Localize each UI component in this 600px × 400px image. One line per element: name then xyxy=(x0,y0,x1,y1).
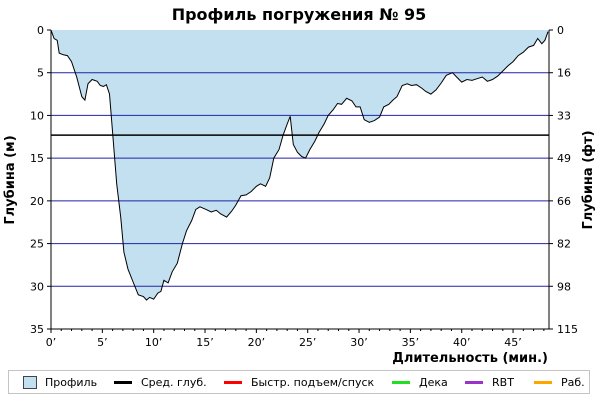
legend-item-work: Раб. xyxy=(534,371,585,393)
x-tick-label: 40’ xyxy=(453,336,471,349)
y-right-tick-label: 82 xyxy=(557,238,571,251)
y-left-tick-label: 5 xyxy=(37,67,44,80)
legend-swatch-avg-depth xyxy=(114,380,132,384)
x-tick-label: 15’ xyxy=(196,336,214,349)
profile-outline xyxy=(50,29,549,301)
legend-swatch-fast-ascent xyxy=(224,380,242,384)
y-right-tick-label: 115 xyxy=(557,323,578,336)
y-axis-label-right: Глубина (фт) xyxy=(581,130,596,229)
tick-labels: 0 5 10 15 20 25 30 35 0 16 33 49 66 82 98 115 0’ 5’ 10’ 15’… xyxy=(30,24,578,349)
y-right-tick-label: 98 xyxy=(557,280,571,293)
y-left-tick-label: 15 xyxy=(30,152,44,165)
legend-label-work: Раб. xyxy=(561,375,585,389)
x-tick-label: 10’ xyxy=(145,336,163,349)
x-axis-label: Длительность (мин.) xyxy=(392,351,548,366)
legend-item-fast-ascent: Быстр. подъем/спуск xyxy=(224,371,374,393)
y-left-tick-label: 10 xyxy=(30,109,44,122)
grid-lines xyxy=(51,72,549,287)
legend-label-deco: Дека xyxy=(419,375,448,389)
y-right-tick-label: 16 xyxy=(557,67,571,80)
y-right-tick-label: 0 xyxy=(557,24,564,37)
profile-area xyxy=(51,30,548,300)
legend: Профиль Сред. глуб. Быстр. подъем/спуск … xyxy=(8,370,590,394)
x-tick-label: 5’ xyxy=(97,336,108,349)
legend-item-avg-depth: Сред. глуб. xyxy=(114,371,207,393)
legend-item-deco: Дека xyxy=(392,371,448,393)
y-left-tick-label: 0 xyxy=(37,24,44,37)
legend-swatch-work xyxy=(534,380,552,384)
x-tick-label: 35’ xyxy=(402,336,420,349)
y-axis-label-left: Глубина (м) xyxy=(3,135,18,224)
y-right-tick-label: 66 xyxy=(557,195,571,208)
axes xyxy=(50,30,550,330)
x-tick-label: 30’ xyxy=(350,336,368,349)
legend-label-rbt: RBT xyxy=(492,375,514,389)
y-left-tick-label: 30 xyxy=(30,280,44,293)
legend-swatch-profile xyxy=(23,375,37,389)
y-left-tick-label: 20 xyxy=(30,195,44,208)
legend-label-profile: Профиль xyxy=(45,375,98,389)
x-tick-label: 45’ xyxy=(504,336,522,349)
y-left-tick-label: 35 xyxy=(30,323,44,336)
x-tick-label: 25’ xyxy=(299,336,317,349)
y-right-tick-label: 33 xyxy=(557,109,571,122)
y-right-tick-label: 49 xyxy=(557,152,571,165)
legend-item-rbt: RBT xyxy=(465,371,514,393)
legend-label-avg-depth: Сред. глуб. xyxy=(141,375,207,389)
x-tick-label: 0’ xyxy=(46,336,57,349)
y-left-tick-label: 25 xyxy=(30,238,44,251)
legend-label-fast-ascent: Быстр. подъем/спуск xyxy=(251,375,375,389)
legend-swatch-deco xyxy=(392,380,410,384)
chart-title: Профиль погружения № 95 xyxy=(172,5,427,24)
legend-swatch-rbt xyxy=(465,380,483,384)
legend-item-profile: Профиль xyxy=(23,371,97,393)
x-tick-label: 20’ xyxy=(248,336,266,349)
